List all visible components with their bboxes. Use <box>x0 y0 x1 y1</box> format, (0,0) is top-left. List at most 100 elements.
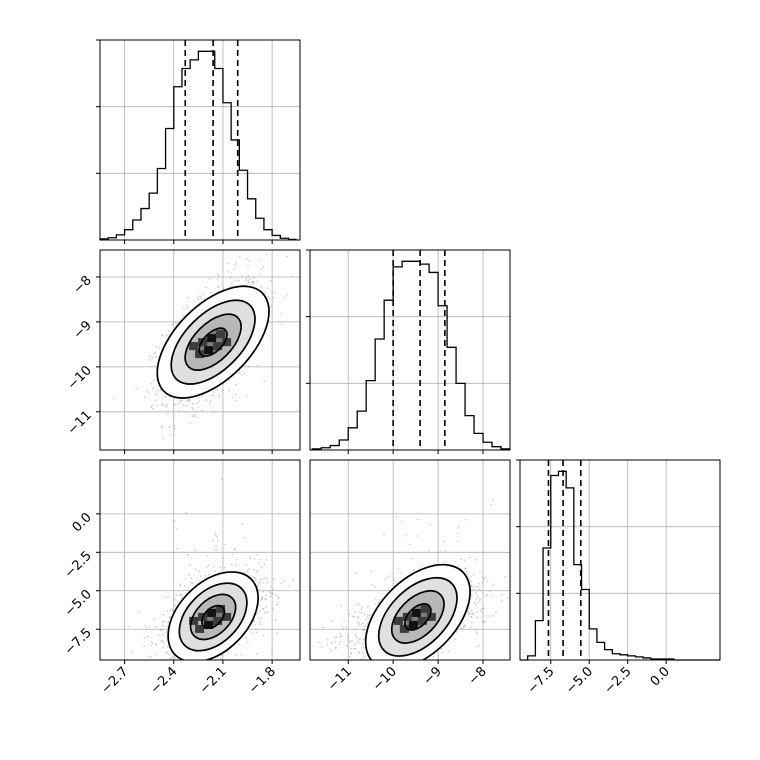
scatter-point <box>166 403 168 406</box>
scatter-point <box>253 577 256 579</box>
scatter-point <box>465 567 467 569</box>
scatter-point <box>185 404 188 407</box>
scatter-point <box>182 404 185 407</box>
scatter-point <box>360 611 363 614</box>
scatter-point <box>474 558 477 561</box>
scatter-point <box>260 598 263 600</box>
scatter-point <box>463 625 465 628</box>
scatter-point <box>259 581 262 584</box>
scatter-point <box>260 268 263 270</box>
scatter-point <box>237 279 240 282</box>
scatter-point <box>463 559 466 562</box>
scatter-point <box>262 607 265 610</box>
scatter-point <box>163 404 166 407</box>
scatter-point <box>158 347 161 350</box>
scatter-point <box>273 578 275 581</box>
scatter-point <box>259 558 262 561</box>
scatter-point <box>240 653 243 656</box>
scatter-point <box>363 625 365 628</box>
x-tick-label: 0.0 <box>648 664 673 689</box>
scatter-point <box>272 608 275 611</box>
scatter-point <box>178 409 181 412</box>
scatter-point <box>197 298 200 300</box>
scatter-point <box>483 621 486 624</box>
scatter-point <box>270 305 273 308</box>
scatter-point <box>276 603 278 606</box>
scatter-point <box>184 411 187 413</box>
scatter-point <box>167 621 170 624</box>
scatter-point <box>148 626 151 629</box>
scatter-point <box>486 580 489 582</box>
scatter-point <box>184 585 187 587</box>
scatter-point <box>440 648 443 651</box>
scatter-point <box>488 590 491 592</box>
scatter-point <box>389 575 391 577</box>
scatter-point <box>443 549 446 552</box>
scatter-point <box>399 571 402 574</box>
scatter-point <box>144 624 147 627</box>
scatter-point <box>210 291 212 294</box>
scatter-point <box>470 625 473 627</box>
scatter-point <box>216 539 219 542</box>
scatter-point <box>262 265 265 268</box>
scatter-point <box>244 364 247 366</box>
scatter-point <box>260 578 263 581</box>
scatter-point <box>387 662 389 664</box>
scatter-point <box>470 585 473 588</box>
scatter-point <box>190 557 193 560</box>
scatter-point <box>479 598 481 601</box>
scatter-point <box>199 296 202 298</box>
scatter-point <box>291 275 293 278</box>
scatter-point <box>186 306 189 309</box>
scatter-point <box>372 661 374 663</box>
scatter-point <box>334 641 337 644</box>
scatter-point <box>162 641 165 644</box>
scatter-point <box>161 402 164 405</box>
panel-frame <box>309 249 511 451</box>
scatter-point <box>193 413 196 416</box>
scatter-point <box>392 579 395 581</box>
scatter-point <box>476 611 478 613</box>
scatter-point <box>258 562 260 565</box>
scatter-point <box>305 580 307 582</box>
scatter-point <box>138 611 141 613</box>
scatter-point <box>217 275 220 278</box>
scatter-point <box>156 405 158 407</box>
scatter-point <box>378 599 380 601</box>
scatter-point <box>200 298 203 300</box>
scatter-point <box>209 400 212 402</box>
scatter-point <box>189 422 192 424</box>
scatter-point <box>262 581 265 584</box>
scatter-point <box>249 557 252 560</box>
scatter-point <box>456 540 459 543</box>
scatter-point <box>149 355 151 358</box>
scatter-point <box>233 268 236 270</box>
density-cell <box>189 342 199 351</box>
scatter-point <box>358 624 360 627</box>
scatter-point <box>247 569 249 572</box>
scatter-point <box>252 281 255 284</box>
scatter-point <box>227 262 229 265</box>
scatter-point <box>259 258 262 260</box>
scatter-point <box>254 577 257 580</box>
scatter-point <box>262 634 265 637</box>
scatter-point <box>164 395 167 398</box>
y-tick-label: −10 <box>65 363 95 393</box>
scatter-point <box>471 589 473 592</box>
scatter-point <box>420 565 423 567</box>
scatter-point <box>261 597 264 600</box>
scatter-point <box>355 572 358 575</box>
scatter-point <box>243 371 246 374</box>
scatter-point <box>342 627 345 630</box>
scatter-point <box>161 334 164 337</box>
density-cell <box>213 342 223 351</box>
scatter-point <box>191 402 194 405</box>
scatter-point <box>190 665 192 667</box>
scatter-point <box>414 667 416 669</box>
scatter-point <box>162 437 164 440</box>
histogram-a <box>99 50 297 241</box>
scatter-point <box>180 593 182 596</box>
scatter-point <box>172 415 175 417</box>
scatter-point <box>220 654 223 657</box>
scatter-point <box>188 400 191 402</box>
